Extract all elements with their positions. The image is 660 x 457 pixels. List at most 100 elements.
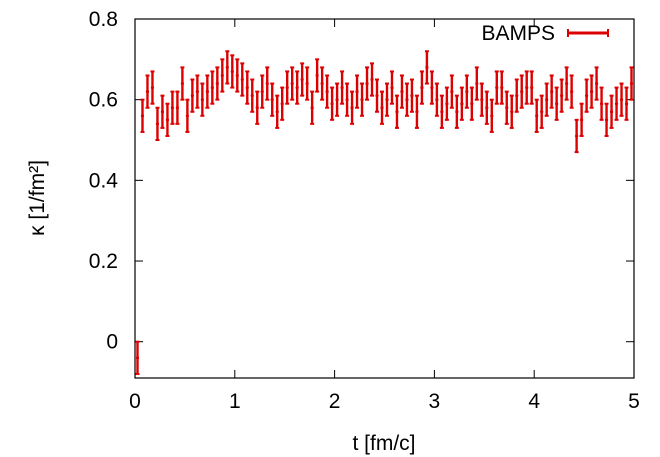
point-marker <box>140 114 145 118</box>
data-point <box>265 66 270 101</box>
x-tick-label: 4 <box>528 390 540 413</box>
data-point <box>305 66 310 101</box>
point-marker <box>460 102 464 106</box>
point-marker <box>290 81 294 86</box>
point-marker <box>505 106 509 110</box>
data-point <box>255 90 260 125</box>
point-marker <box>450 90 454 94</box>
data-point <box>564 66 569 101</box>
data-point <box>210 70 215 105</box>
data-point <box>624 86 629 121</box>
point-marker <box>395 110 399 114</box>
data-point <box>584 78 589 113</box>
data-point <box>365 66 370 101</box>
point-marker <box>205 90 209 94</box>
data-point <box>235 58 240 93</box>
point-marker <box>570 90 574 94</box>
point-marker <box>624 102 629 106</box>
data-point <box>310 90 315 125</box>
point-marker <box>435 98 439 102</box>
data-point <box>519 74 524 109</box>
data-point <box>230 54 235 89</box>
series-bamps <box>135 50 634 375</box>
point-marker <box>390 85 394 90</box>
point-marker <box>614 102 619 106</box>
point-marker <box>535 114 539 118</box>
point-marker <box>215 81 219 86</box>
point-marker <box>415 110 419 114</box>
data-point <box>619 82 624 117</box>
point-marker <box>629 81 634 86</box>
data-point <box>589 74 594 109</box>
data-point <box>275 94 280 129</box>
point-marker <box>280 102 284 106</box>
data-point <box>459 86 464 121</box>
point-marker <box>555 102 559 106</box>
point-marker <box>220 73 224 78</box>
point-marker <box>185 114 189 118</box>
point-marker <box>465 90 469 94</box>
point-marker <box>370 77 374 82</box>
data-point <box>494 70 499 105</box>
point-marker <box>235 73 239 78</box>
data-point <box>160 94 165 129</box>
data-point <box>185 98 190 133</box>
data-point <box>574 118 579 154</box>
point-marker <box>160 110 165 114</box>
data-point <box>295 70 300 105</box>
data-point <box>290 66 295 101</box>
point-marker <box>410 94 414 98</box>
data-point <box>509 94 514 129</box>
x-tick-label: 3 <box>429 390 441 413</box>
data-point <box>315 58 320 93</box>
data-point <box>419 70 424 105</box>
point-marker <box>380 106 384 110</box>
point-marker <box>180 81 185 86</box>
point-marker <box>225 65 229 70</box>
data-point <box>579 102 584 137</box>
data-point <box>529 70 534 105</box>
data-point <box>524 70 529 105</box>
x-tick-label: 2 <box>329 390 341 413</box>
point-marker <box>255 106 259 110</box>
point-marker <box>485 106 489 110</box>
point-marker <box>584 94 589 98</box>
point-marker <box>560 94 564 98</box>
point-marker <box>295 85 299 90</box>
data-point <box>220 58 225 93</box>
point-marker <box>400 90 404 94</box>
point-marker <box>475 81 479 86</box>
data-point <box>439 94 444 129</box>
data-point <box>599 86 604 121</box>
data-point <box>444 86 449 121</box>
point-marker <box>250 94 254 98</box>
data-point <box>489 98 494 133</box>
x-tick-label: 5 <box>628 390 640 413</box>
data-point <box>404 82 409 117</box>
data-point <box>245 70 250 105</box>
point-marker <box>545 98 549 102</box>
point-marker <box>604 118 609 122</box>
data-point <box>375 78 380 113</box>
point-marker <box>510 110 514 114</box>
y-tick-label: 0 <box>106 331 118 354</box>
point-marker <box>315 73 319 78</box>
data-point <box>320 66 325 101</box>
point-marker <box>150 85 155 90</box>
point-marker <box>305 81 309 86</box>
point-marker <box>440 110 444 114</box>
data-point <box>504 90 509 125</box>
point-marker <box>540 110 544 114</box>
data-point <box>514 78 519 113</box>
data-point <box>594 66 599 101</box>
data-point <box>360 82 365 117</box>
point-marker <box>310 106 314 110</box>
point-marker <box>445 102 449 106</box>
data-point <box>155 106 160 142</box>
data-point <box>140 98 145 133</box>
data-point <box>464 74 469 109</box>
data-point <box>454 94 459 129</box>
point-marker <box>210 85 214 90</box>
data-point <box>135 340 140 375</box>
point-marker <box>270 98 274 102</box>
